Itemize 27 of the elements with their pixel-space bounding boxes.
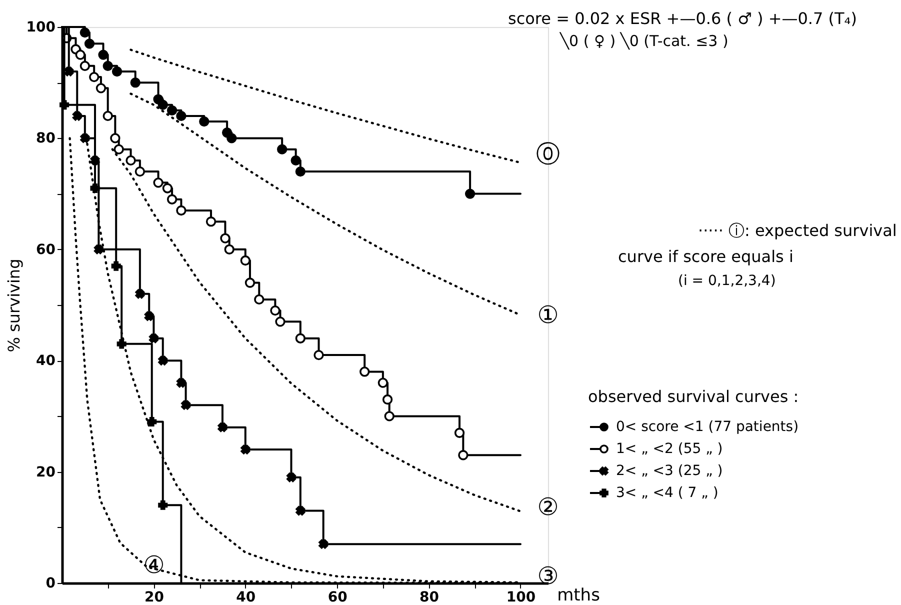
text: curve if score equals i <box>618 247 794 266</box>
legend-label: 1< „ <2 (55 „ ) <box>616 441 723 457</box>
x-tick-label: 40 <box>236 590 256 605</box>
legend-label: 2< „ <3 (25 „ ) <box>616 463 723 479</box>
x-axis-title: mths <box>557 586 600 605</box>
annotation: ② <box>537 493 559 521</box>
annotation: ⓪ <box>536 140 560 168</box>
text: ╲0 ( ♀ ) ╲0 (T-cat. ≤3 ) <box>559 32 728 50</box>
y-tick-label: 100 <box>26 20 56 36</box>
text: ····· ⓘ: expected survival <box>698 221 897 240</box>
y-tick-label: 60 <box>36 242 56 258</box>
y-tick-label: 0 <box>46 576 56 592</box>
annotation: ④ <box>143 551 165 579</box>
annotation: score = 0.02 x ESR +—0.6 ( ♂ ) +—0.7 (T₄) <box>508 9 857 28</box>
annotation: ① <box>537 301 559 329</box>
x-tick-label: 80 <box>420 590 440 605</box>
legend-title: observed survival curves : <box>588 387 799 406</box>
y-axis-title: % surviving <box>4 258 24 352</box>
y-tick-label: 40 <box>36 353 56 370</box>
legend-label: 3< „ <4 ( 7 „ ) <box>616 485 718 501</box>
x-tick-label: 20 <box>144 590 164 605</box>
x-tick-label: 100 <box>506 590 536 605</box>
legend-label: 0< score <1 (77 patients) <box>616 419 799 435</box>
x-tick-label: 60 <box>328 590 348 605</box>
text: (i = 0,1,2,3,4) <box>678 273 776 289</box>
y-tick-label: 80 <box>36 130 56 147</box>
y-tick-label: 20 <box>36 464 56 480</box>
